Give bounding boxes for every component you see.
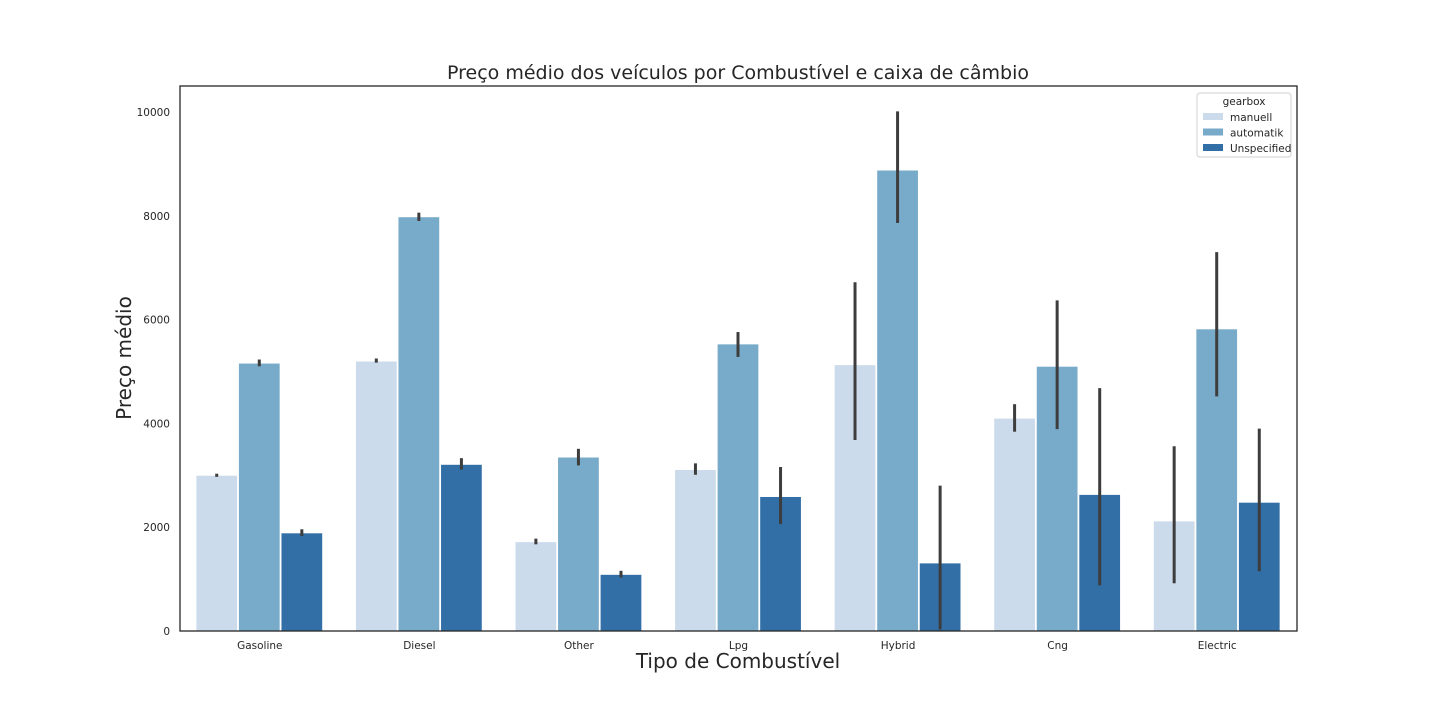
legend-label-unspecified: Unspecified (1230, 143, 1291, 155)
y-tick-label: 8000 (143, 211, 170, 223)
bar-gasoline-automatik (238, 362, 281, 632)
bar-hybrid-automatik (876, 169, 919, 632)
legend: gearbox manuell automatik Unspecified (1196, 92, 1292, 158)
chart-title: Preço médio dos veículos por Combustível… (447, 62, 1029, 84)
x-tick-label: Other (564, 640, 594, 652)
legend-label-manuell: manuell (1230, 112, 1272, 124)
bar-other-manuell (514, 541, 558, 632)
bar-diesel-manuell (355, 360, 398, 632)
bar-other-unspecified (599, 574, 643, 632)
x-tick-label: Cng (1047, 640, 1068, 652)
x-tick-label: Gasoline (237, 640, 282, 652)
x-tick-label: Diesel (403, 640, 435, 652)
bars-layer (195, 169, 1281, 632)
legend-swatch-manuell (1203, 113, 1223, 120)
y-tick-label: 10000 (137, 107, 170, 119)
bar-diesel-unspecified (440, 463, 483, 632)
bar-diesel-automatik (397, 216, 441, 632)
plot-frame (179, 85, 1298, 632)
x-axis-label: Tipo de Combustível (635, 649, 840, 673)
x-tick-label: Hybrid (881, 640, 916, 652)
legend-box (1196, 92, 1292, 158)
legend-swatch-automatik (1203, 128, 1223, 136)
axes-layer: Gasoline Diesel Other Lpg Hybrid Cng Electric 0… (137, 85, 1298, 652)
bar-gasoline-manuell (195, 474, 238, 632)
y-tick-label: 2000 (143, 522, 170, 534)
legend-title: gearbox (1223, 96, 1266, 108)
y-tick-label: 6000 (143, 315, 170, 327)
legend-swatch-unspecified (1203, 144, 1223, 151)
y-tick-label: 4000 (143, 418, 170, 430)
error-bars-layer (215, 111, 1261, 630)
bar-gasoline-unspecified (280, 532, 324, 632)
legend-label-automatik: automatik (1230, 128, 1284, 140)
bar-other-automatik (557, 456, 600, 632)
x-tick-label: Lpg (729, 640, 748, 652)
bar-lpg-manuell (674, 469, 717, 632)
x-tick-label: Electric (1198, 640, 1237, 652)
y-tick-label: 0 (163, 626, 170, 638)
y-axis-label: Preço médio (112, 296, 136, 420)
bar-lpg-automatik (716, 343, 760, 632)
bar-cng-manuell (993, 417, 1036, 632)
